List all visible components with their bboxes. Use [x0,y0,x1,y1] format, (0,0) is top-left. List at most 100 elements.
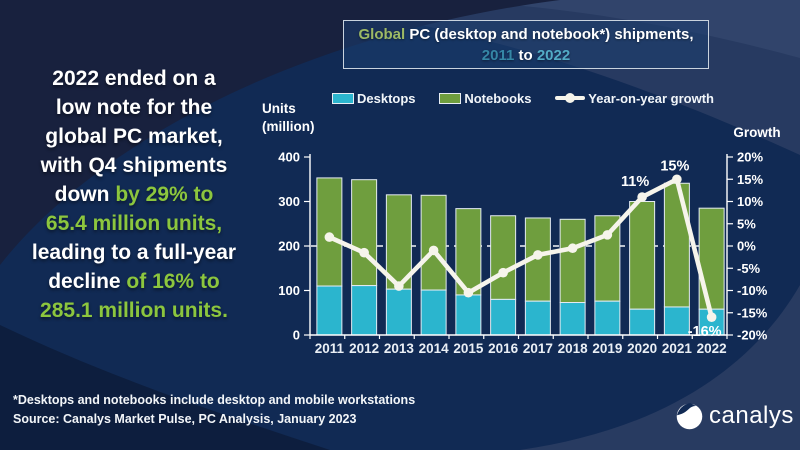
growth-point-2018 [567,243,578,254]
growth-line [327,176,714,320]
growth-label-2021: 15% [660,158,689,174]
x-axis-label-2021: 2021 [662,341,693,356]
right-axis-tick-label: -15% [737,305,768,320]
growth-point-2014 [428,245,439,256]
x-axis-label-2018: 2018 [558,341,589,356]
right-axis-tick-label: -5% [737,261,761,276]
growth-point-2013 [394,281,404,291]
left-axis-tick-label: 300 [278,194,300,209]
right-axis-tick-label: 20% [737,150,763,165]
headline-highlight-text: 65.4 million units, [45,212,223,235]
legend-label: Notebooks [464,90,532,106]
growth-point-2017 [533,250,543,260]
right-axis-tick-label: 15% [737,172,763,187]
left-axis-tick-label: 0 [293,328,300,343]
headline-text: with Q4 shipments [40,154,228,177]
headline-panel: 2022 ended on a low note for the global PC… [6,64,262,325]
bar-notebooks-2011 [316,177,343,287]
title-segment: 2022 [536,46,571,64]
x-axis-label-2016: 2016 [488,341,519,356]
chart-title-line-2: 2011 to 2022 [344,45,708,66]
growth-label-2022: -16% [688,324,722,340]
legend-item-year-on-year-growth: Year-on-year growth [555,91,714,106]
footnote: *Desktops and notebooks include desktop … [13,393,416,407]
growth-line-icon [555,93,586,103]
footer: *Desktops and notebooks include desktop … [13,391,533,429]
headline-text: 2022 ended on a [52,67,216,90]
right-axis-tick-label: -20% [737,328,768,343]
headline-highlight-text: of 16% to [126,270,220,293]
legend-item-desktops: Desktops [332,91,416,106]
bar-desktops-2020 [629,308,656,336]
headline-line: down by 29% to [6,180,262,209]
headline-line: with Q4 shipments [6,151,262,180]
bar-notebooks-2013 [385,194,412,290]
canalys-logo-text: canalys [709,402,794,429]
left-axis-title: Units [262,101,296,116]
notebooks-swatch-icon [439,92,462,104]
desktops-swatch-icon [332,92,354,104]
growth-point-2016 [498,267,508,278]
canalys-logo: canalys [676,402,794,430]
bar-notebooks-2018 [559,218,586,304]
growth-point-2019 [602,230,613,240]
title-segment: Global [358,25,410,43]
growth-point-2021 [672,174,682,185]
canalys-logo-icon [676,402,703,430]
x-axis-label-2020: 2020 [627,341,657,356]
x-axis-label-2014: 2014 [419,341,450,356]
growth-point-2020 [637,192,647,202]
x-axis-label-2012: 2012 [349,341,379,356]
bar-desktops-2013 [385,288,412,336]
bar-desktops-2014 [420,289,447,336]
bar-notebooks-2019 [594,215,621,302]
headline-line: leading to a full-year [6,238,262,267]
bar-notebooks-2020 [629,201,656,310]
right-axis-tick-label: 5% [737,216,756,231]
bar-desktops-2018 [559,302,586,336]
headline-line: 65.4 million units, [6,209,262,238]
growth-label-2020: 11% [621,174,649,190]
x-axis-label-2011: 2011 [315,341,345,356]
headline-line: 285.1 million units. [6,296,262,325]
bar-desktops-2019 [594,300,621,336]
bar-desktops-2017 [524,300,551,336]
right-axis-title: Growth [733,125,780,140]
left-axis-tick-label: 400 [278,150,300,165]
title-segment: 2011 [481,46,515,64]
bar-desktops-2011 [316,285,343,336]
chart-legend: Desktops Notebooks Year-on-year growth [332,90,714,106]
right-axis-tick-label: -10% [737,283,768,298]
bar-notebooks-2022 [698,207,725,310]
x-axis-label-2013: 2013 [384,341,415,356]
headline-line: decline of 16% to [6,267,262,296]
bar-notebooks-2016 [490,215,517,300]
bar-desktops-2021 [663,306,690,336]
headline-highlight-text: by 29% to [115,183,214,206]
growth-point-2011 [324,232,335,242]
x-axis-label-2019: 2019 [592,341,622,356]
x-axis-label-2017: 2017 [523,341,553,356]
headline-text: down [54,183,116,206]
headline-text: leading to a full-year [31,241,237,264]
growth-point-2012 [359,247,369,258]
chart-title-line-1: Global PC (desktop and notebook*) shipme… [344,24,708,45]
headline-text: global PC market, [45,125,223,148]
bar-notebooks-2021 [663,182,690,308]
headline-line: global PC market, [6,122,262,151]
headline-text: low note for the [55,96,213,119]
bar-notebooks-2012 [351,179,378,287]
growth-point-2022 [706,312,717,323]
source-note: Source: Canalys Market Pulse, PC Analysi… [13,412,357,426]
left-axis-tick-label: 100 [278,283,300,298]
legend-label: Year-on-year growth [588,90,714,106]
growth-point-2015 [463,287,474,298]
title-segment: to [514,46,537,64]
x-axis-label-2022: 2022 [697,341,727,356]
left-axis-title: (million) [262,119,315,134]
left-axis-tick-label: 200 [278,239,300,254]
bar-desktops-2012 [351,285,378,336]
bar-desktops-2016 [490,298,517,336]
